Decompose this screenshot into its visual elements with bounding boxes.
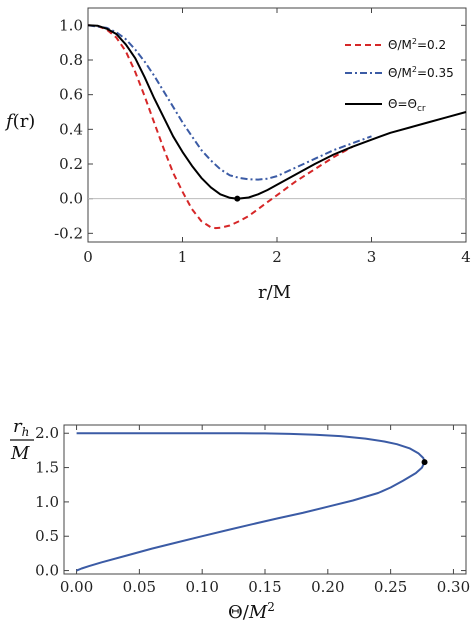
bottom-y-tick-label: 0.5 [35, 527, 59, 545]
top-y-tick-label: 0.0 [59, 190, 83, 208]
top-series-line-0 [87, 24, 354, 230]
bottom-x-tick-label: 0.00 [60, 578, 93, 596]
bottom-series-line-0 [76, 432, 426, 572]
bottom-x-tick-label: 0.25 [374, 578, 407, 596]
top-y-tick-label: 1.0 [59, 16, 83, 34]
bottom-x-tick-label: 0.10 [185, 578, 218, 596]
bottom-x-axis-label: Θ/M2 [228, 600, 275, 623]
top-y-tick-label: 0.8 [59, 51, 83, 69]
top-series-line-1 [87, 24, 372, 181]
bottom-x-tick-label: 0.05 [123, 578, 156, 596]
bottom-y-tick-label: 0.0 [35, 562, 59, 580]
bottom-y-tick-label: 1.5 [35, 459, 59, 477]
top-series-line-2 [87, 24, 467, 200]
legend-label-1: Θ/M2=0.35 [388, 65, 454, 80]
top-chart: 0 1 2 3 4 1.0 0.8 0.6 0.4 0.2 0.0 -0.2 f(r) r/M Θ/M… [4, 7, 471, 303]
legend: Θ/M2=0.2 Θ/M2=0.35 Θ=Θcr [345, 37, 454, 114]
bottom-x-tick-label: 0.30 [437, 578, 470, 596]
top-y-tick-label: 0.6 [59, 86, 83, 104]
top-x-axis-label: r/M [258, 282, 291, 303]
bottom-chart: 0.00 0.05 0.10 0.15 0.20 0.25 0.30 2.0 1.5 1.0 0.5… [10, 416, 470, 623]
top-y-tick-label: 0.4 [59, 120, 83, 138]
bottom-y-label-numerator: rh [13, 416, 29, 439]
top-x-tick-label: 4 [461, 248, 471, 266]
bottom-y-tick-label: 1.0 [35, 493, 59, 511]
top-x-tick-label: 0 [83, 248, 93, 266]
top-x-tick-label: 3 [367, 248, 377, 266]
bottom-y-axis-label: rh M [10, 416, 34, 464]
bottom-x-tick-label: 0.20 [311, 578, 344, 596]
top-y-tick-label: 0.2 [59, 155, 83, 173]
top-y-axis-label: f(r) [4, 111, 35, 132]
legend-label-2: Θ=Θcr [388, 97, 426, 114]
bottom-y-label-denominator: M [10, 443, 30, 464]
bottom-x-tick-label: 0.15 [248, 578, 281, 596]
extremal-point-marker [421, 459, 428, 466]
critical-point-marker [234, 195, 241, 202]
bottom-y-tick-label: 2.0 [35, 424, 59, 442]
top-y-tick-label: -0.2 [54, 224, 83, 242]
top-x-tick-label: 2 [272, 248, 282, 266]
top-x-tick-label: 1 [178, 248, 188, 266]
legend-label-0: Θ/M2=0.2 [388, 37, 446, 52]
